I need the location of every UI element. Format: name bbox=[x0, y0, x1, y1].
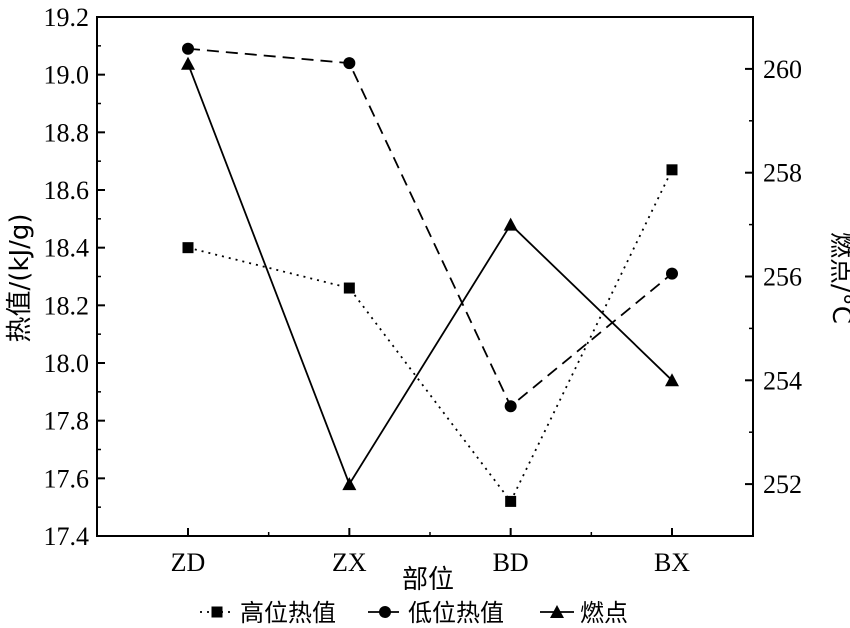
series-3 bbox=[181, 56, 679, 491]
data-point bbox=[181, 56, 195, 70]
y-tick-label: 18.4 bbox=[44, 234, 90, 263]
legend-item: 燃点 bbox=[540, 599, 628, 627]
data-point bbox=[182, 242, 194, 254]
y2-tick-label: 252 bbox=[763, 470, 802, 499]
x-tick-label: ZD bbox=[171, 548, 206, 577]
series-2 bbox=[182, 42, 678, 413]
data-point bbox=[503, 217, 518, 231]
legend-marker bbox=[379, 606, 391, 618]
y-tick-label: 18.8 bbox=[44, 118, 90, 147]
y2-tick-label: 256 bbox=[763, 263, 802, 292]
x-tick-label: BD bbox=[493, 548, 529, 577]
data-point bbox=[343, 57, 356, 70]
legend-item: 高位热值 bbox=[200, 599, 336, 627]
y-tick-label: 19.2 bbox=[44, 3, 90, 32]
series-line bbox=[187, 63, 673, 487]
data-point bbox=[666, 164, 678, 176]
y-axis-title: 热值/(kJ/g) bbox=[5, 213, 35, 342]
data-point bbox=[505, 495, 517, 507]
y2-tick-label: 258 bbox=[763, 159, 802, 188]
data-point bbox=[666, 267, 678, 280]
y-tick-label: 17.4 bbox=[44, 522, 90, 551]
y-tick-label: 17.8 bbox=[44, 407, 90, 436]
x-tick-label: ZX bbox=[332, 548, 367, 577]
y-tick-label: 18.0 bbox=[44, 349, 90, 378]
series-line bbox=[187, 169, 673, 504]
legend-item: 低位热值 bbox=[368, 599, 504, 627]
x-tick-label: BX bbox=[654, 548, 690, 577]
data-point bbox=[504, 400, 517, 413]
legend-label: 燃点 bbox=[580, 599, 628, 627]
y-tick-label: 18.6 bbox=[44, 176, 90, 205]
series-1 bbox=[182, 164, 678, 507]
plot-frame bbox=[96, 16, 754, 537]
legend-marker bbox=[550, 605, 564, 618]
y-tick-label: 18.2 bbox=[44, 291, 90, 320]
data-point bbox=[343, 282, 355, 294]
legend-marker bbox=[211, 606, 223, 618]
data-point bbox=[665, 373, 679, 387]
series-line bbox=[187, 47, 673, 408]
data-point bbox=[182, 42, 194, 55]
y2-tick-label: 260 bbox=[763, 55, 802, 84]
series-layer bbox=[181, 42, 679, 507]
legend-label: 高位热值 bbox=[240, 599, 336, 627]
y2-tick-label: 254 bbox=[763, 366, 802, 395]
y-tick-label: 19.0 bbox=[44, 61, 90, 90]
axes: 17.4 17.6 17.8 18.0 18.2 18.4 18.6 18.8 19.0 19.2… bbox=[44, 3, 803, 577]
legend-label: 低位热值 bbox=[408, 599, 504, 627]
legend: 高位热值 低位热值 燃点 bbox=[200, 599, 628, 627]
y-tick-label: 17.6 bbox=[44, 464, 90, 493]
data-point bbox=[342, 477, 357, 491]
y2-axis-title: 燃点/°C bbox=[826, 232, 850, 324]
x-axis-title: 部位 bbox=[402, 565, 454, 595]
